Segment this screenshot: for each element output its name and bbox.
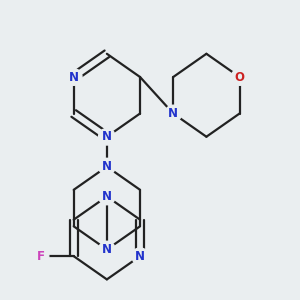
Circle shape (99, 188, 115, 205)
Circle shape (99, 241, 115, 258)
Text: N: N (69, 70, 79, 83)
Text: N: N (168, 107, 178, 120)
Text: N: N (102, 243, 112, 256)
Circle shape (99, 128, 115, 145)
Text: O: O (235, 70, 244, 83)
Text: N: N (102, 190, 112, 203)
Circle shape (132, 248, 148, 265)
Circle shape (99, 158, 115, 175)
Circle shape (65, 69, 82, 85)
Circle shape (165, 105, 181, 122)
Text: N: N (102, 130, 112, 143)
Text: F: F (37, 250, 44, 263)
Circle shape (231, 69, 248, 85)
Text: N: N (135, 250, 145, 263)
Text: N: N (102, 160, 112, 173)
Circle shape (32, 248, 49, 265)
